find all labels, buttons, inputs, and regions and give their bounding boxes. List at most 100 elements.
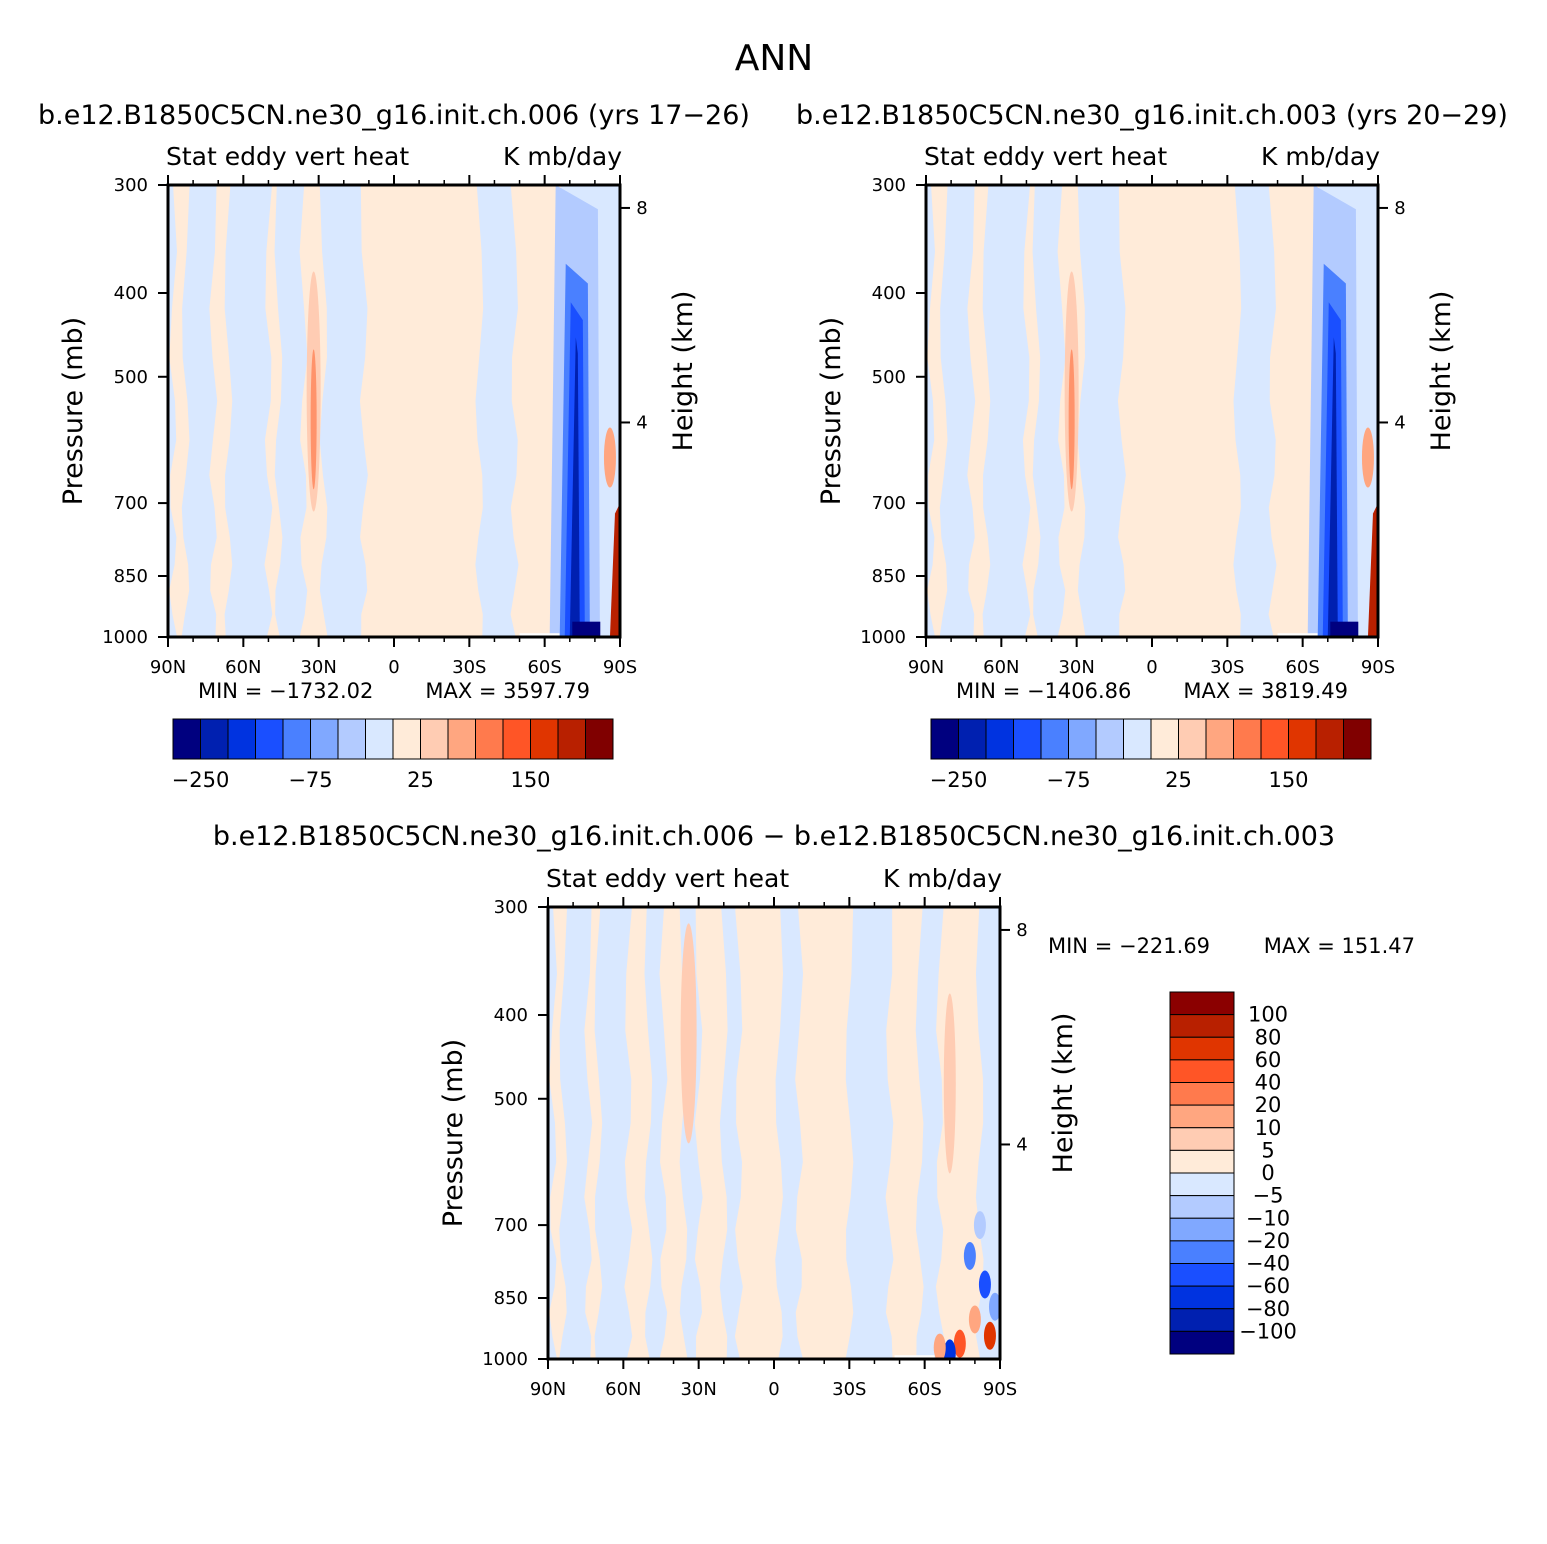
y-tick-label: 850	[872, 566, 906, 587]
x-tick-label: 30S	[452, 657, 486, 678]
contour-field	[548, 907, 1000, 1359]
colorbar-label: 25	[1165, 768, 1192, 792]
positive-region	[169, 185, 190, 637]
positive-region	[1117, 185, 1242, 637]
y-tick-label: 400	[872, 283, 906, 304]
positive-region	[510, 185, 564, 637]
right-axis-title: Height (km)	[1048, 1013, 1079, 1174]
contour-blob	[968, 1305, 981, 1334]
colorbar-swatch	[1260, 718, 1289, 760]
height-tick-label: 4	[636, 412, 647, 433]
height-tick-label: 4	[1394, 412, 1405, 433]
variable-label: Stat eddy vert heat	[924, 142, 1167, 171]
colorbar-label: −10	[1246, 1206, 1290, 1230]
x-tick-label: 30N	[300, 657, 336, 678]
y-tick-label: 300	[872, 175, 906, 196]
colorbar-label: 5	[1261, 1138, 1274, 1162]
colorbar-swatch	[1169, 1059, 1235, 1083]
x-tick-label: 90N	[150, 657, 186, 678]
contour-blob	[973, 1211, 986, 1240]
x-tick-label: 0	[768, 1379, 779, 1400]
positive-region	[1367, 503, 1378, 637]
y-tick-label: 850	[494, 1288, 528, 1309]
x-tick-label: 60N	[605, 1379, 641, 1400]
colorbar-swatch	[1169, 991, 1235, 1016]
positive-region	[1268, 185, 1322, 637]
positive-region	[209, 185, 233, 637]
x-tick-label: 30S	[1210, 657, 1244, 678]
colorbar-swatch	[1169, 1036, 1235, 1061]
colorbar-swatch	[1169, 1240, 1235, 1264]
positive-region	[359, 185, 484, 637]
positive-region	[609, 503, 620, 637]
colorbar-swatch	[1068, 718, 1097, 760]
colorbar-label: 20	[1255, 1093, 1282, 1117]
colorbar-swatch	[1343, 718, 1372, 760]
contour-blob	[983, 1321, 996, 1350]
y-axis-title: Pressure (mb)	[816, 317, 847, 505]
y-tick-label: 500	[494, 1089, 528, 1110]
x-tick-label: 30N	[680, 1379, 716, 1400]
colorbar-swatch	[1169, 1172, 1235, 1197]
colorbar-swatch	[1233, 718, 1262, 760]
positive-region	[624, 907, 653, 1359]
missing-region	[1277, 633, 1318, 637]
variable-label: Stat eddy vert heat	[166, 142, 409, 171]
colorbar-swatch	[1169, 1014, 1235, 1038]
y-tick-label: 1000	[860, 627, 906, 648]
positive-region	[549, 907, 568, 1359]
colorbar-swatch	[1169, 1082, 1235, 1106]
colorbar-label: 10	[1255, 1116, 1282, 1140]
panel-title: b.e12.B1850C5CN.ne30_g16.init.ch.003 (yr…	[796, 100, 1508, 131]
positive-region	[1022, 185, 1041, 637]
positive-region	[967, 185, 991, 637]
y-tick-label: 400	[494, 1005, 528, 1026]
x-tick-label: 60S	[527, 657, 561, 678]
min-label: MIN = −1406.86	[956, 679, 1131, 703]
contour-field	[926, 185, 1378, 637]
contour-blob	[978, 1270, 991, 1299]
colorbar-label: 0	[1261, 1161, 1274, 1185]
positive-region	[680, 923, 697, 1144]
negative-region	[569, 337, 580, 637]
y-tick-label: 500	[872, 367, 906, 388]
colorbar-swatch	[420, 718, 449, 760]
panels: b.e12.B1850C5CN.ne30_g16.init.ch.006 (yr…	[38, 100, 1508, 1400]
colorbar-label: −80	[1246, 1297, 1290, 1321]
colorbar-swatch	[1013, 718, 1042, 760]
units-label: K mb/day	[883, 864, 1002, 893]
colorbar-swatch	[1095, 718, 1124, 760]
positive-region	[795, 907, 854, 1359]
height-tick-label: 8	[1394, 198, 1405, 219]
missing-region	[519, 633, 560, 637]
colorbar-swatch	[392, 718, 421, 760]
y-tick-label: 700	[114, 493, 148, 514]
colorbar-label: −250	[930, 768, 988, 792]
colorbar-label: 80	[1255, 1025, 1282, 1049]
positive-region	[1361, 427, 1374, 488]
positive-region	[885, 907, 924, 1359]
colorbar-label: −250	[172, 768, 230, 792]
y-tick-label: 300	[494, 897, 528, 918]
max-label: MAX = 3597.79	[425, 679, 590, 703]
height-tick-label: 4	[1016, 1134, 1027, 1155]
colorbar-swatch	[1178, 718, 1207, 760]
colorbar-label: 100	[1248, 1003, 1288, 1027]
contour-field	[168, 185, 620, 637]
contour-blob	[988, 1292, 1000, 1321]
x-tick-label: 0	[388, 657, 399, 678]
panel-2: b.e12.B1850C5CN.ne30_g16.init.ch.003 (yr…	[796, 100, 1508, 792]
colorbar-swatch	[1288, 718, 1317, 760]
colorbar-label: 40	[1255, 1071, 1282, 1095]
colorbar-swatch	[255, 718, 284, 760]
colorbar-swatch	[447, 718, 476, 760]
colorbar-swatch	[502, 718, 531, 760]
panel-3: b.e12.B1850C5CN.ne30_g16.init.ch.006 − b…	[213, 821, 1415, 1400]
y-tick-label: 300	[114, 175, 148, 196]
x-tick-label: 30S	[832, 1379, 866, 1400]
y-axis-title: Pressure (mb)	[58, 317, 89, 505]
positive-region	[694, 907, 728, 1359]
max-label: MAX = 3819.49	[1183, 679, 1348, 703]
y-tick-label: 500	[114, 367, 148, 388]
colorbar-label: 150	[510, 768, 550, 792]
